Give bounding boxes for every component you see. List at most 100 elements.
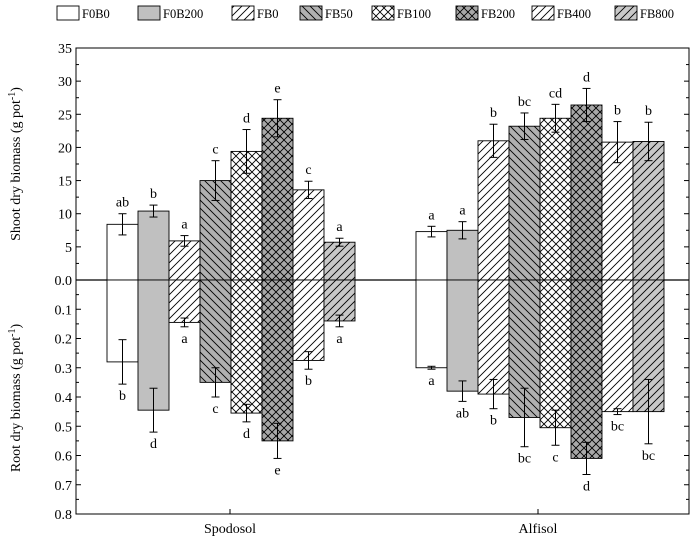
shoot-bar-hatch [540,118,571,281]
shoot-bar [508,125,541,281]
legend-swatch [137,5,161,21]
legend-swatch-fill [57,6,79,20]
shoot-bar [570,104,603,281]
shoot-significance-label: b [614,104,621,119]
root-significance-label: ab [456,406,469,421]
shoot-significance-label: ab [116,196,129,211]
legend-swatch [614,5,638,21]
shoot-bar-fill [416,231,447,280]
shoot-bar-fill [138,211,169,280]
root-bar [323,279,356,322]
y-tick-label-root: 0.2 [55,333,73,348]
legend-swatch-outline [371,5,395,21]
root-bar-hatch [200,280,231,383]
root-significance-label: d [243,427,250,442]
root-bar [199,279,232,383]
legend-label: FB0 [257,7,279,21]
legend-swatch [231,5,255,21]
shoot-bar-hatch [602,142,633,280]
legend-swatch [299,5,323,21]
root-axis-title-text: Root dry biomass (g pot [9,337,24,472]
shoot-bar-hatch [324,242,355,280]
y-tick-label-shoot: 30 [58,75,72,90]
y-tick-label-root: 0.5 [55,420,73,435]
y-tick-label-shoot: 25 [58,108,72,123]
y-tick-label-shoot: 15 [58,175,72,190]
plot-frame [75,47,690,515]
y-axis: 35 30 25 20 15 10 5 0.0 0.1 0.2 0.3 0.4 0.5 0.6 0.7 0.8 [55,42,689,523]
root-bar-hatch [231,280,262,414]
shoot-axis-title-close: ) [9,87,24,92]
legend-label: FB100 [397,7,431,21]
y-tick-label-root: 0.7 [55,479,73,494]
root-bar-hatch [571,280,602,459]
y-tick-label-shoot: 10 [58,208,72,223]
shoot-bar [137,210,170,281]
y-tick-label-shoot: 5 [65,241,72,256]
y-tick-label-root: 0.3 [55,362,73,377]
legend-label: FB800 [640,7,674,21]
root-axis-title-superscript: -1 [7,328,18,336]
root-significance-label: c [212,402,218,417]
y-tick-label-root: 0.1 [55,303,73,318]
shoot-significance-label: b [150,187,157,202]
legend-label: F0B0 [82,7,110,21]
root-significance-label: e [274,463,280,478]
shoot-bar-hatch [571,105,602,281]
shoot-significance-label: e [274,82,280,97]
legend: F0B0 F0B200 FB0 FB50 FB100 FB200 FB400 FB800 [56,5,674,21]
root-significance-label: b [119,389,126,404]
legend-label: FB200 [481,7,515,21]
legend-swatch [531,5,555,21]
y-tick-label-root: 0.0 [55,274,73,289]
y-tick-label-root: 0.6 [55,450,73,465]
root-significance-label: bc [611,420,624,435]
shoot-bar [323,241,356,281]
legend-swatch-hatch [532,6,554,20]
shoot-bar-hatch [169,240,200,280]
shoot-bar [415,231,448,281]
shoot-bar-hatch [633,141,664,280]
shoot-significance-label: c [212,143,218,158]
legend-swatch-hatch [615,6,637,20]
root-bar [601,279,634,413]
shoot-significance-label: b [490,106,497,121]
root-bar [539,279,572,429]
root-significance-label: d [583,480,590,495]
legend-swatch-outline [56,5,80,21]
legend-swatch [56,5,80,21]
legend-label: FB400 [557,7,591,21]
root-bar [230,279,263,414]
root-significance-label: c [552,450,558,465]
shoot-bar-hatch [293,189,324,280]
root-bar [168,279,201,323]
shoot-bar [261,117,294,281]
root-axis-title: Root dry biomass (g pot-1) [7,323,24,472]
root-bar [292,279,325,361]
shoot-significance-label: d [243,112,250,127]
shoot-bar [601,141,634,281]
shoot-significance-label: a [336,220,343,235]
legend-swatch [455,5,479,21]
root-significance-label: a [336,332,343,347]
category-label-alfisol: Alfisol [519,522,558,537]
shoot-significance-label: bc [518,95,531,110]
root-bar-hatch [324,280,355,321]
legend-label: F0B200 [163,7,203,21]
root-bar-hatch [169,280,200,323]
x-axis: Spodosol Alfisol [204,509,558,537]
root-significance-label: d [150,437,157,452]
root-bar-hatch [602,280,633,412]
root-bar [415,279,448,369]
legend-swatch-hatch [300,6,322,20]
y-tick-label-root: 0.4 [55,391,73,406]
root-bar [261,279,294,442]
root-significance-label: bc [642,449,655,464]
shoot-bar [632,141,665,281]
shoot-significance-label: c [305,163,311,178]
shoot-significance-label: a [181,218,188,233]
shoot-significance-label: b [645,104,652,119]
